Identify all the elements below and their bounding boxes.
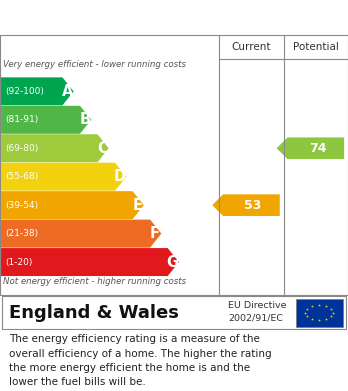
Text: (55-68): (55-68) bbox=[5, 172, 39, 181]
Text: C: C bbox=[97, 141, 108, 156]
Polygon shape bbox=[1, 248, 179, 276]
Text: F: F bbox=[150, 226, 160, 241]
Text: D: D bbox=[114, 169, 126, 184]
Text: Not energy efficient - higher running costs: Not energy efficient - higher running co… bbox=[3, 277, 187, 286]
Text: Very energy efficient - lower running costs: Very energy efficient - lower running co… bbox=[3, 60, 187, 69]
Polygon shape bbox=[1, 134, 109, 162]
Text: (69-80): (69-80) bbox=[5, 144, 39, 153]
Text: (39-54): (39-54) bbox=[5, 201, 38, 210]
Text: England & Wales: England & Wales bbox=[9, 303, 179, 321]
Text: 74: 74 bbox=[309, 142, 326, 155]
Text: Potential: Potential bbox=[293, 42, 339, 52]
Text: E: E bbox=[133, 198, 143, 213]
Polygon shape bbox=[1, 106, 91, 134]
Polygon shape bbox=[1, 163, 126, 191]
Text: B: B bbox=[79, 112, 90, 127]
Text: 53: 53 bbox=[245, 199, 262, 212]
Text: EU Directive
2002/91/EC: EU Directive 2002/91/EC bbox=[228, 301, 286, 323]
Polygon shape bbox=[212, 194, 280, 216]
Polygon shape bbox=[1, 77, 74, 105]
Text: (21-38): (21-38) bbox=[5, 229, 38, 238]
Bar bbox=[296, 298, 343, 326]
Text: The energy efficiency rating is a measure of the
overall efficiency of a home. T: The energy efficiency rating is a measur… bbox=[9, 334, 271, 387]
Text: A: A bbox=[62, 84, 73, 99]
Text: Energy Efficiency Rating: Energy Efficiency Rating bbox=[9, 9, 238, 27]
Text: G: G bbox=[167, 255, 179, 269]
Text: Current: Current bbox=[232, 42, 271, 52]
Polygon shape bbox=[1, 191, 144, 219]
Text: (1-20): (1-20) bbox=[5, 258, 33, 267]
Text: (81-91): (81-91) bbox=[5, 115, 39, 124]
Polygon shape bbox=[277, 138, 344, 159]
Text: (92-100): (92-100) bbox=[5, 87, 44, 96]
Polygon shape bbox=[1, 220, 161, 248]
